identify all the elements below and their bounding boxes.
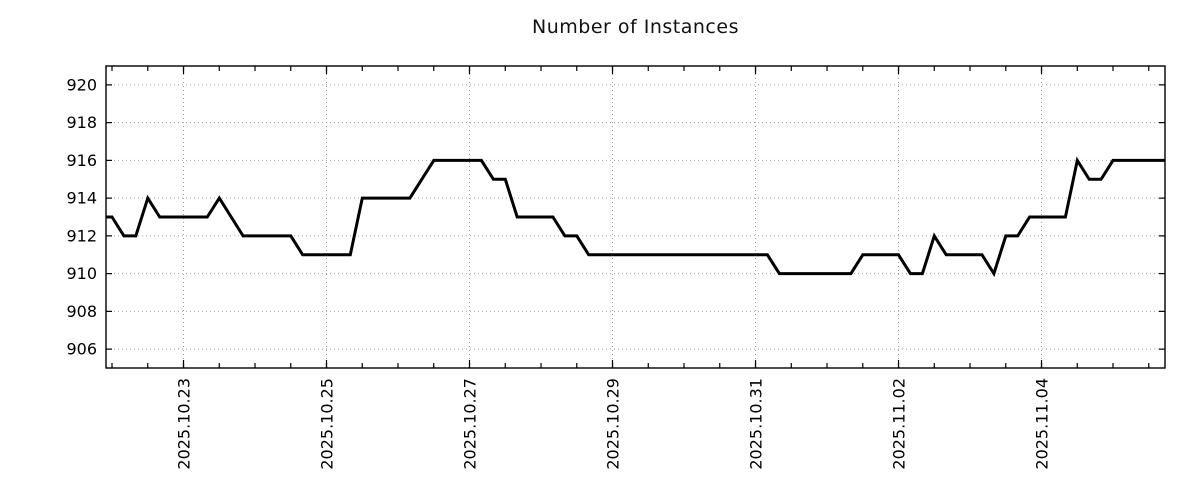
x-tick-label: 2025.10.29	[604, 378, 623, 470]
y-tick-label: 908	[66, 302, 97, 321]
y-tick-label: 912	[66, 226, 97, 245]
y-tick-labels: 906 908 910 912 914 916 918 920	[66, 75, 97, 358]
x-tick-label: 2025.10.23	[175, 378, 194, 470]
data-line-instances	[106, 156, 1165, 278]
x-tick-label: 2025.10.31	[747, 378, 766, 470]
plot-border	[105, 65, 1166, 369]
y-tick-label: 918	[66, 113, 97, 132]
x-tick-labels: 2025.10.23 2025.10.25 2025.10.27 2025.10.29…	[175, 378, 1052, 470]
chart-title: Number of Instances	[532, 16, 739, 38]
grid-lines	[106, 66, 1165, 368]
x-tick-label: 2025.10.27	[461, 378, 480, 470]
x-tick-label: 2025.11.04	[1033, 378, 1052, 470]
axis-ticks	[106, 66, 1165, 368]
y-tick-label: 914	[66, 189, 97, 208]
x-tick-label: 2025.10.25	[318, 378, 337, 470]
y-tick-label: 910	[66, 264, 97, 283]
x-tick-label: 2025.11.02	[890, 378, 909, 470]
y-tick-label: 920	[66, 75, 97, 94]
y-tick-label: 916	[66, 151, 97, 170]
y-tick-label: 906	[66, 340, 97, 359]
